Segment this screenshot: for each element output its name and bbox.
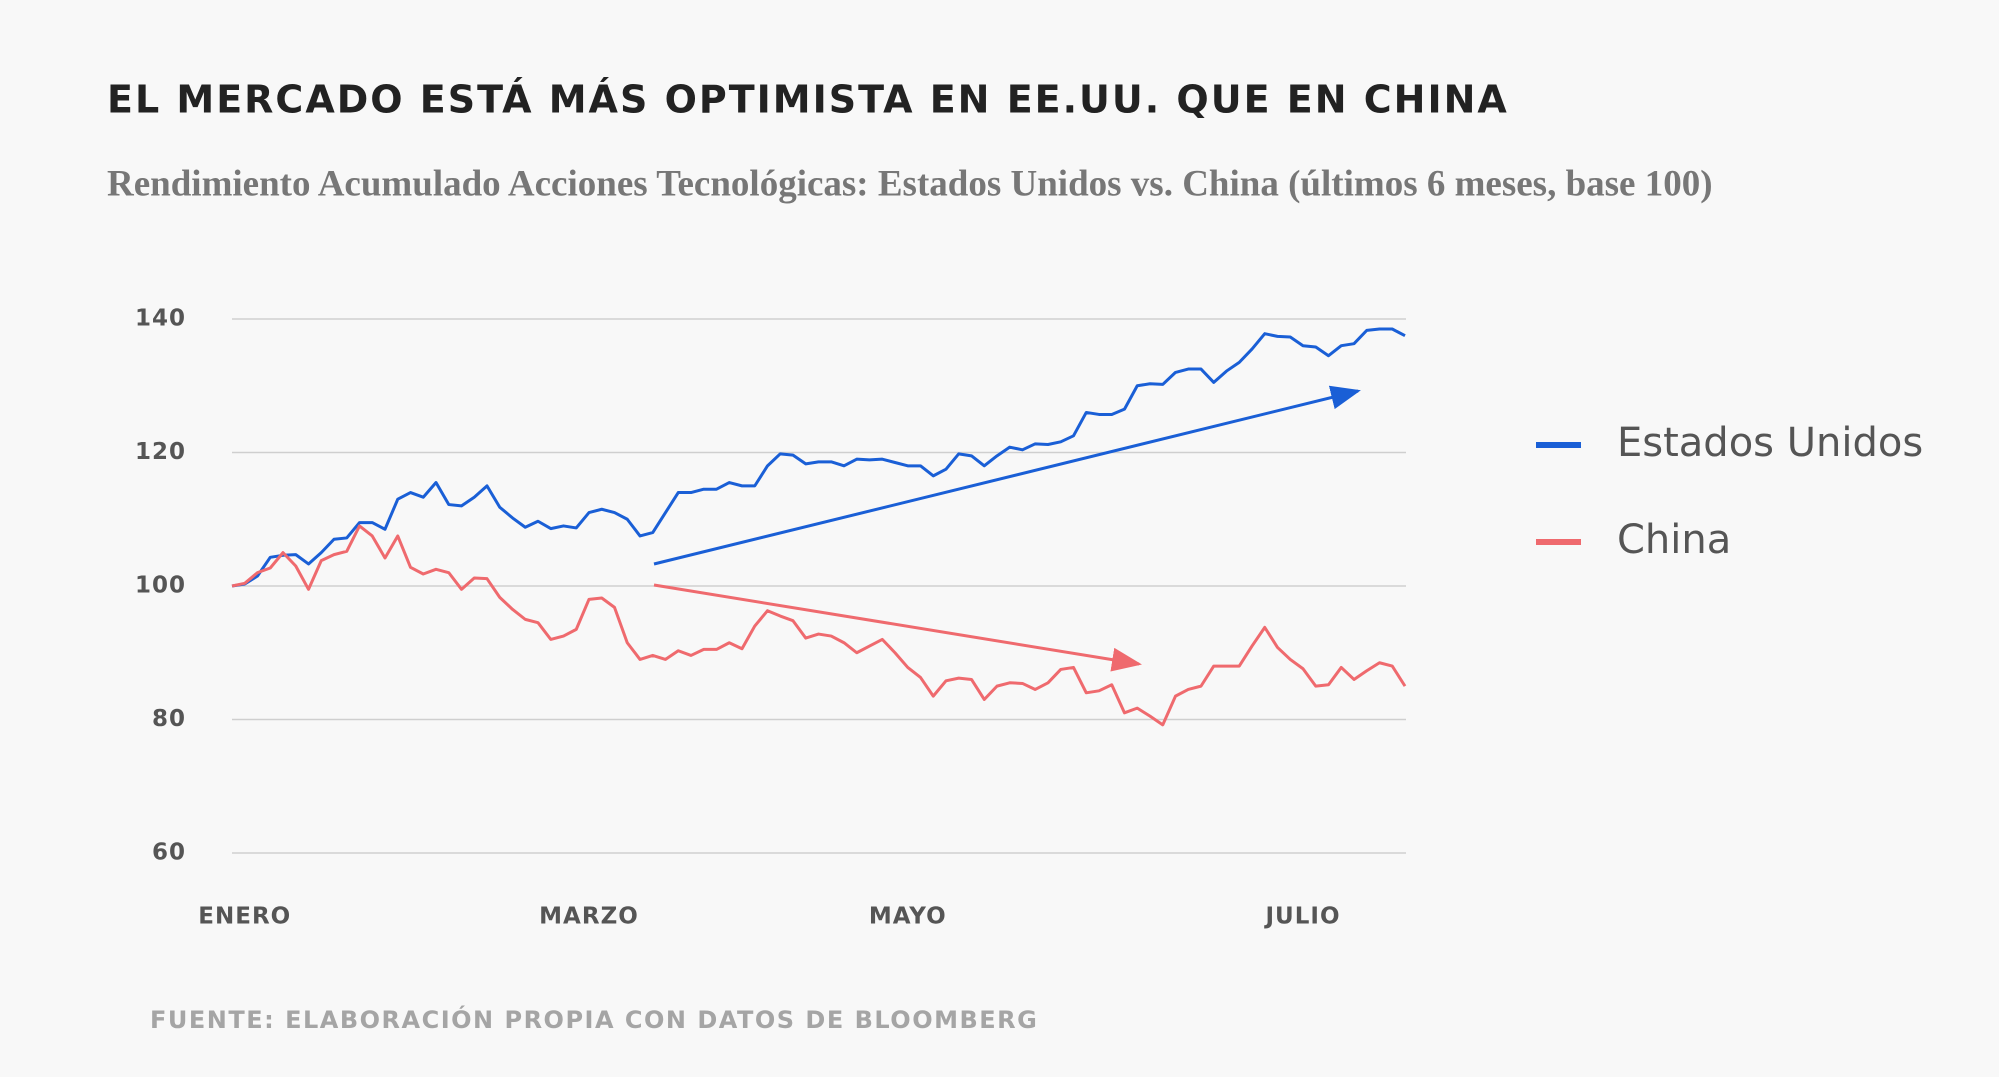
y-tick-label: 100 xyxy=(135,573,186,599)
plot-area: 60 80 100 120 140 ENERO MARZO MAYO JULIO xyxy=(135,306,1407,930)
chart-subtitle: Rendimiento Acumulado Acciones Tecnológi… xyxy=(107,163,1713,204)
y-tick-label: 80 xyxy=(152,706,186,732)
trend-arrow xyxy=(653,385,1361,566)
y-tick-label: 140 xyxy=(135,306,186,332)
x-tick-label: MARZO xyxy=(539,904,639,930)
source-note: FUENTE: ELABORACIÓN PROPIA CON DATOS DE … xyxy=(150,1004,1038,1034)
trend-arrow xyxy=(653,583,1142,672)
chart-title: EL MERCADO ESTÁ MÁS OPTIMISTA EN EE.UU. … xyxy=(107,78,1509,122)
x-tick-label: JULIO xyxy=(1264,904,1341,930)
x-tick-label: ENERO xyxy=(198,904,291,930)
x-tick-label: MAYO xyxy=(869,904,947,930)
legend-label: Estados Unidos xyxy=(1617,420,1923,466)
legend-label: China xyxy=(1617,517,1731,563)
series-line xyxy=(231,327,1406,588)
series-line xyxy=(231,524,1407,727)
y-tick-label: 120 xyxy=(135,439,186,465)
y-tick-label: 60 xyxy=(152,840,186,866)
